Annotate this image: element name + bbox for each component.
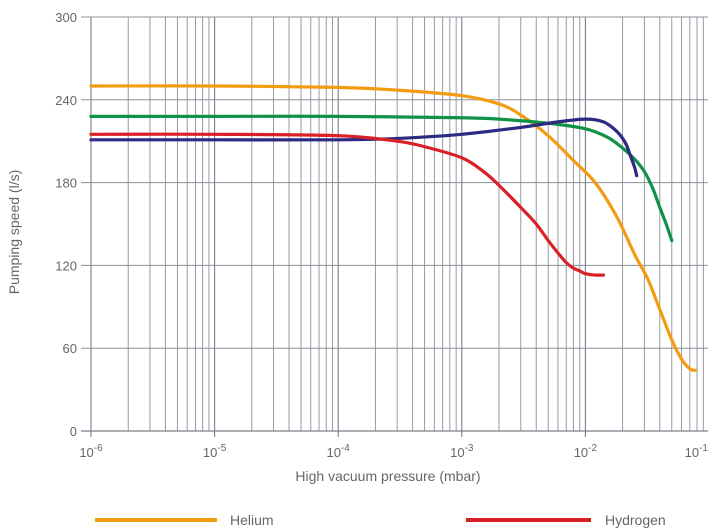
y-tick-label: 60	[63, 341, 77, 356]
helium-line	[89, 84, 697, 372]
legend-label: Helium	[230, 512, 274, 528]
hydrogen-line	[89, 132, 606, 277]
x-tick-label: 10-2	[574, 443, 598, 460]
x-axis-title: High vacuum pressure (mbar)	[295, 468, 480, 484]
x-tick-label: 10-1	[685, 443, 708, 460]
y-tick-label: 240	[55, 93, 77, 108]
x-tick-label: 10-6	[79, 443, 103, 460]
x-tick-label: 10-5	[203, 443, 227, 460]
tick-labels: 0 60 120 180 240 300 10-6 10-5 10-4 10-3 10-2 10-1	[55, 10, 708, 460]
legend: Helium Hydrogen	[95, 512, 666, 528]
y-tick-label: 300	[55, 10, 77, 25]
navy-line	[89, 117, 639, 178]
y-tick-label: 0	[70, 424, 77, 439]
y-tick-label: 180	[55, 176, 77, 191]
x-tick-label: 10-4	[327, 443, 351, 460]
y-tick-label: 120	[55, 258, 77, 273]
green-line	[89, 114, 674, 243]
grid	[81, 16, 708, 437]
y-axis-title: Pumping speed (l/s)	[6, 170, 22, 295]
series-lines	[89, 84, 697, 372]
legend-label: Hydrogen	[605, 512, 666, 528]
x-tick-label: 10-3	[450, 443, 474, 460]
